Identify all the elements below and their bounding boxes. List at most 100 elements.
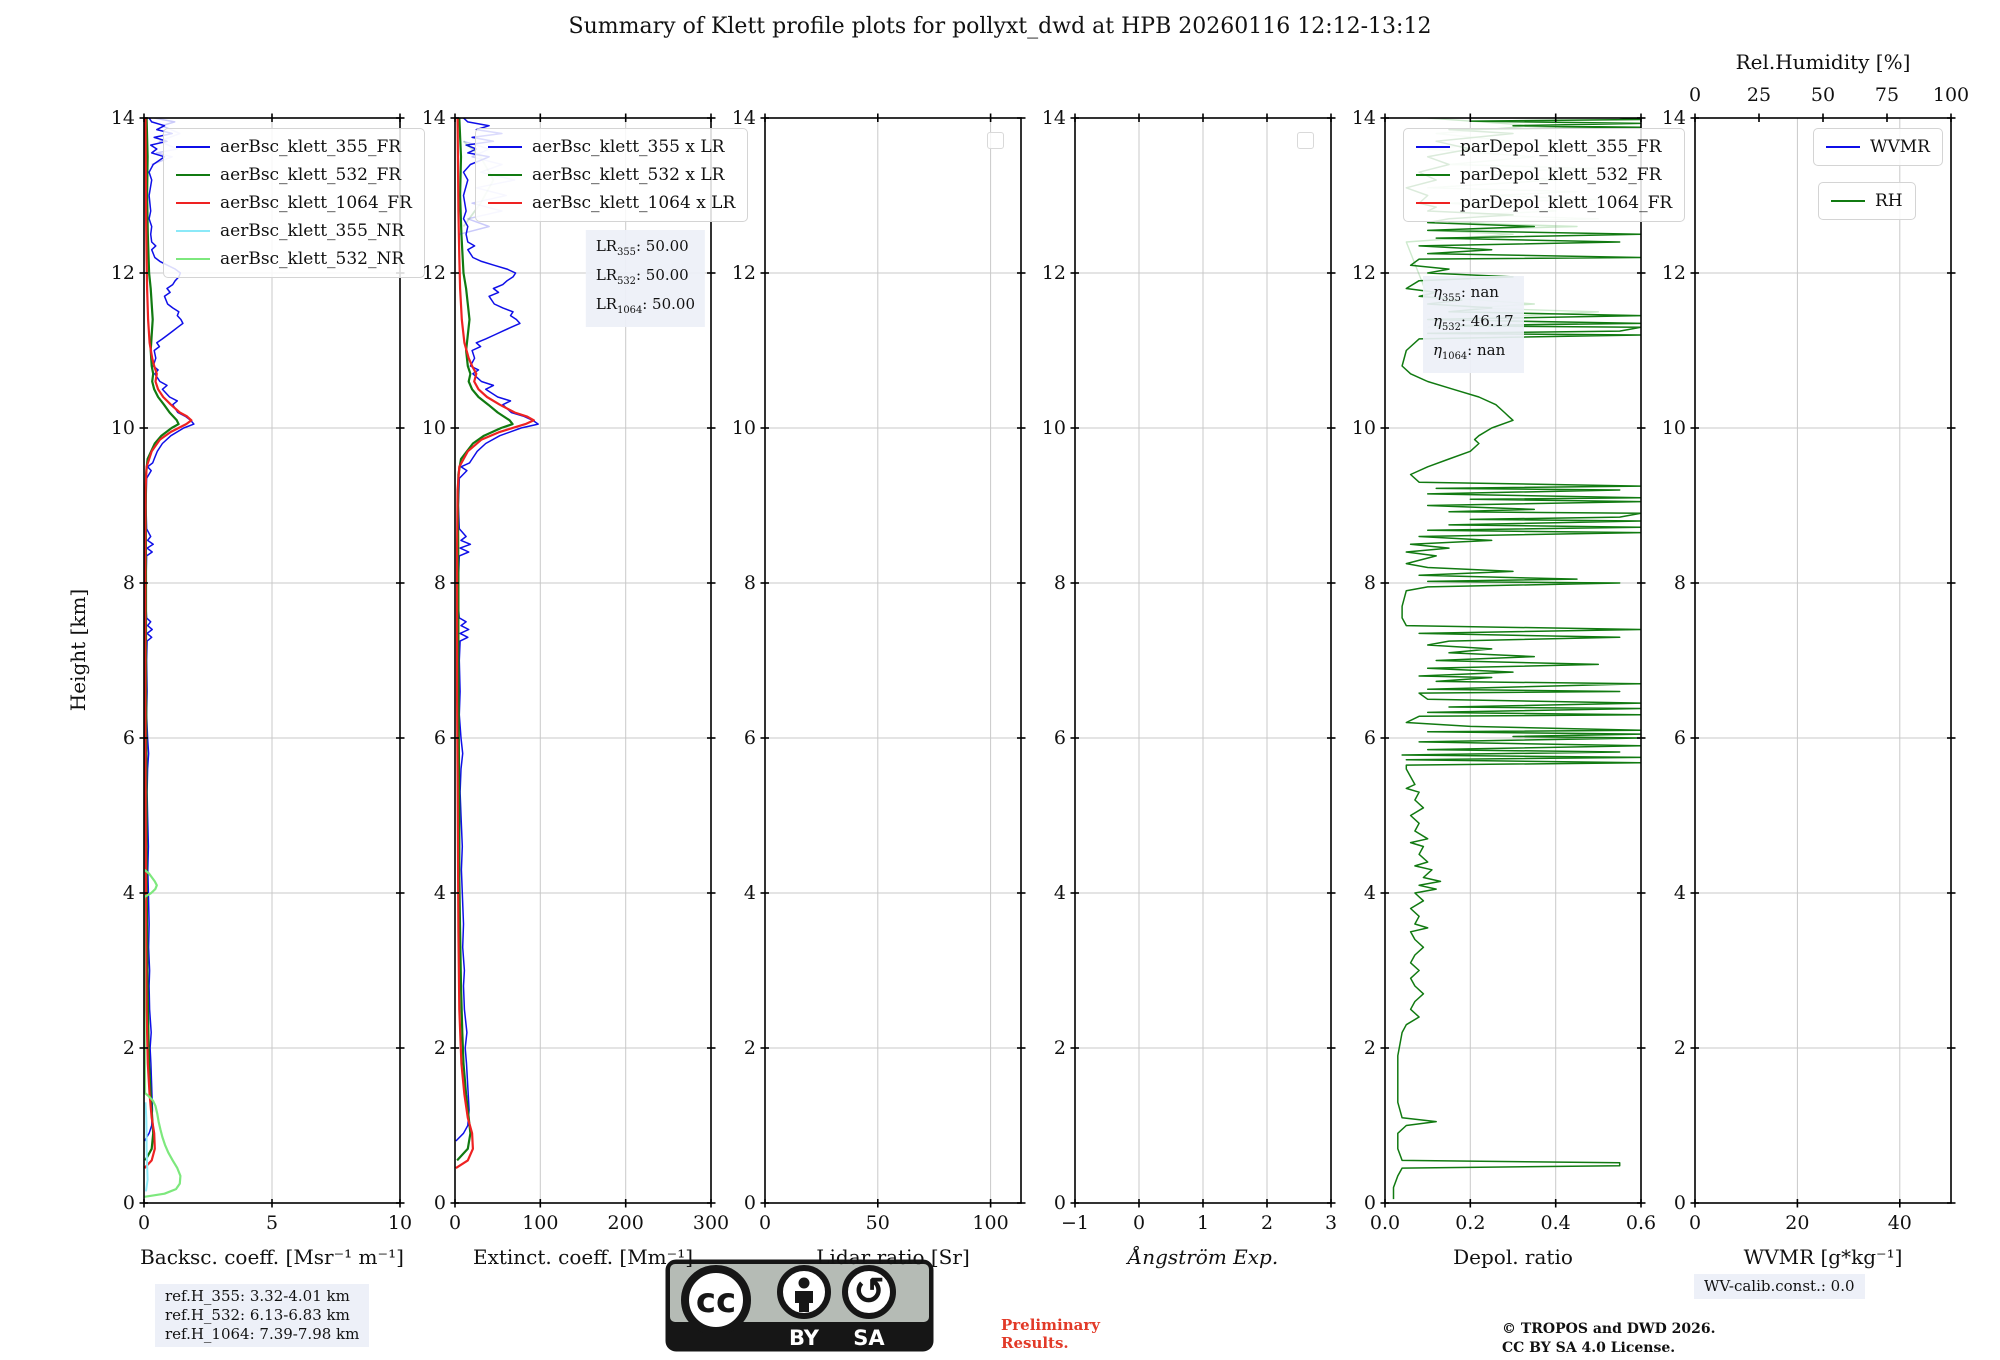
wvmr-ytick-label: 12 [1661,262,1686,284]
legend-label: aerBsc_klett_355_NR [220,221,405,241]
legend-label: parDepol_klett_1064_FR [1460,193,1673,213]
extinction-ytick-label: 14 [421,107,446,129]
lidar-ratio-legend-empty [987,132,1004,149]
legend-line-sample [1831,200,1865,202]
extinction-xtick-label: 300 [692,1212,730,1234]
depol-ratio-xtick-label: 0.0 [1369,1212,1401,1234]
aerBsc_klett_532_NR [144,868,182,1198]
wvmr-xtick-label: 40 [1887,1212,1912,1234]
legend-entry: aerBsc_klett_355_NR [176,221,412,241]
legend-entry: parDepol_klett_532_FR [1416,165,1672,185]
angstroem-ytick-label: 8 [1053,572,1066,594]
lidar-ratio-ytick-label: 8 [743,572,756,594]
backscatter-ytick-label: 0 [122,1192,135,1214]
backscatter-xtick-label: 5 [265,1212,279,1234]
extinction-legend: aerBsc_klett_355 x LR aerBsc_klett_532 x … [475,128,749,222]
wvmr-ytick-label: 0 [1673,1192,1686,1214]
angstroem-xlabel: Ångström Exp. [1127,1245,1279,1269]
legend-line-sample [488,174,522,176]
wvmr-xlabel: WVMR [g*kg⁻¹] [1743,1245,1903,1269]
cc-letters: cc [696,1281,736,1321]
legend-label: aerBsc_klett_1064 x LR [532,193,736,213]
legend-entry: aerBsc_klett_1064 x LR [488,193,735,213]
ref-height-1064: ref.H_1064: 7.39-7.98 km [165,1325,360,1343]
legend-entry: parDepol_klett_355_FR [1416,137,1672,157]
preliminary-line-1: Preliminary [1001,1316,1100,1334]
backscatter-ytick-label: 10 [110,417,135,439]
wvmr-ytick-label: 4 [1673,882,1686,904]
depol-ratio-xtick-label: 0.6 [1625,1212,1657,1234]
angstroem-ytick-label: 4 [1053,882,1066,904]
wvmr-xtick-label: 0 [1688,1212,1702,1234]
legend-line-sample [488,202,522,204]
copyright-line-1: © TROPOS and DWD 2026. [1502,1321,1716,1337]
legend-line-sample [1826,146,1860,148]
wvmr-top-axis-label: Rel.Humidity [%] [1735,50,1911,74]
wvmr-legend: RH [1818,182,1916,220]
angstroem-ytick-label: 14 [1041,107,1066,129]
extinction-annotation: LR355: 50.00 LR532: 50.00 LR1064: 50.00 [585,230,705,327]
legend-label: WVMR [1870,137,1930,157]
legend-entry: WVMR [1826,137,1930,157]
aerBsc_klett_1064_x_LR [455,118,536,1170]
extinction-ytick-label: 12 [421,262,446,284]
legend-entry: aerBsc_klett_355 x LR [488,137,735,157]
legend-label: parDepol_klett_355_FR [1460,137,1662,157]
person-head [798,1277,810,1289]
extinction-ytick-label: 0 [433,1192,446,1214]
depol-ratio-xtick-label: 0.4 [1540,1212,1571,1234]
angstroem-ytick-label: 10 [1041,417,1066,439]
wvmr-top-tick-label: 75 [1874,84,1900,106]
wvmr-top-tick-label: 25 [1746,84,1772,106]
legend-label: RH [1875,191,1903,211]
legend-label: aerBsc_klett_532 x LR [532,165,725,185]
depol-ratio-xtick-label: 0.2 [1455,1212,1486,1234]
share-alike-glyph: ↺ [853,1269,885,1313]
angstroem-ytick-label: 0 [1053,1192,1066,1214]
extinction-ytick-label: 2 [433,1037,446,1059]
wvmr-ytick-label: 14 [1661,107,1686,129]
depol-ratio-annotation: η355: nan η532: 46.17 η1064: nan [1423,276,1524,373]
depol-ratio-ytick-label: 14 [1351,107,1376,129]
legend-label: aerBsc_klett_355_FR [220,137,402,157]
wvmr-top-tick-label: 50 [1810,84,1836,106]
ref-height-355: ref.H_355: 3.32-4.01 km [165,1287,350,1305]
lidar-ratio-ytick-label: 10 [731,417,756,439]
aerBsc_klett_355_x_LR [455,118,539,1142]
backscatter-xlabel: Backsc. coeff. [Msr⁻¹ m⁻¹] [140,1245,404,1269]
lidar-ratio-canvas [760,113,1026,1208]
legend-entry: RH [1831,191,1903,211]
depol-ratio-ytick-label: 4 [1363,882,1376,904]
lidar-ratio-xtick-label: 0 [758,1212,772,1234]
wvmr-legend: WVMR [1813,128,1943,166]
extinction-ytick-label: 8 [433,572,446,594]
cc-by-sa-badge: cc ↺ BY SA [665,1259,934,1352]
legend-entry: aerBsc_klett_355_FR [176,137,412,157]
wvmr-top-tick-label: 100 [1932,84,1970,106]
lidar-ratio-ytick-label: 2 [743,1037,756,1059]
preliminary-note: Preliminary Results. [1001,1316,1100,1352]
wvmr-xtick-label: 20 [1785,1212,1810,1234]
legend-entry: aerBsc_klett_532 x LR [488,165,735,185]
lidar-ratio-ytick-label: 14 [731,107,756,129]
wvmr-ytick-label: 6 [1673,727,1686,749]
share-alike-arrow-icon [842,1265,896,1319]
legend-label: aerBsc_klett_532_FR [220,165,402,185]
extinction-ytick-label: 10 [421,417,446,439]
lidar-ratio-xtick-label: 50 [865,1212,890,1234]
wvmr-ytick-label: 10 [1661,417,1686,439]
backscatter-ytick-label: 4 [122,882,135,904]
figure-title: Summary of Klett profile plots for polly… [568,14,1432,39]
wvmr-ytick-label: 8 [1673,572,1686,594]
aerBsc_klett_532_x_LR [456,118,514,1162]
copyright-line-2: CC BY SA 4.0 License. [1502,1340,1676,1356]
depol-ratio-xlabel: Depol. ratio [1453,1245,1573,1269]
extinction-canvas [450,113,716,1208]
angstroem-xtick-label: 1 [1196,1212,1210,1234]
legend-entry: aerBsc_klett_532_NR [176,249,412,269]
legend-line-sample [176,258,210,260]
aerBsc_klett_1064_FR [144,118,193,1169]
wvmr-canvas [1690,113,1956,1208]
depol-ratio-ytick-label: 10 [1351,417,1376,439]
